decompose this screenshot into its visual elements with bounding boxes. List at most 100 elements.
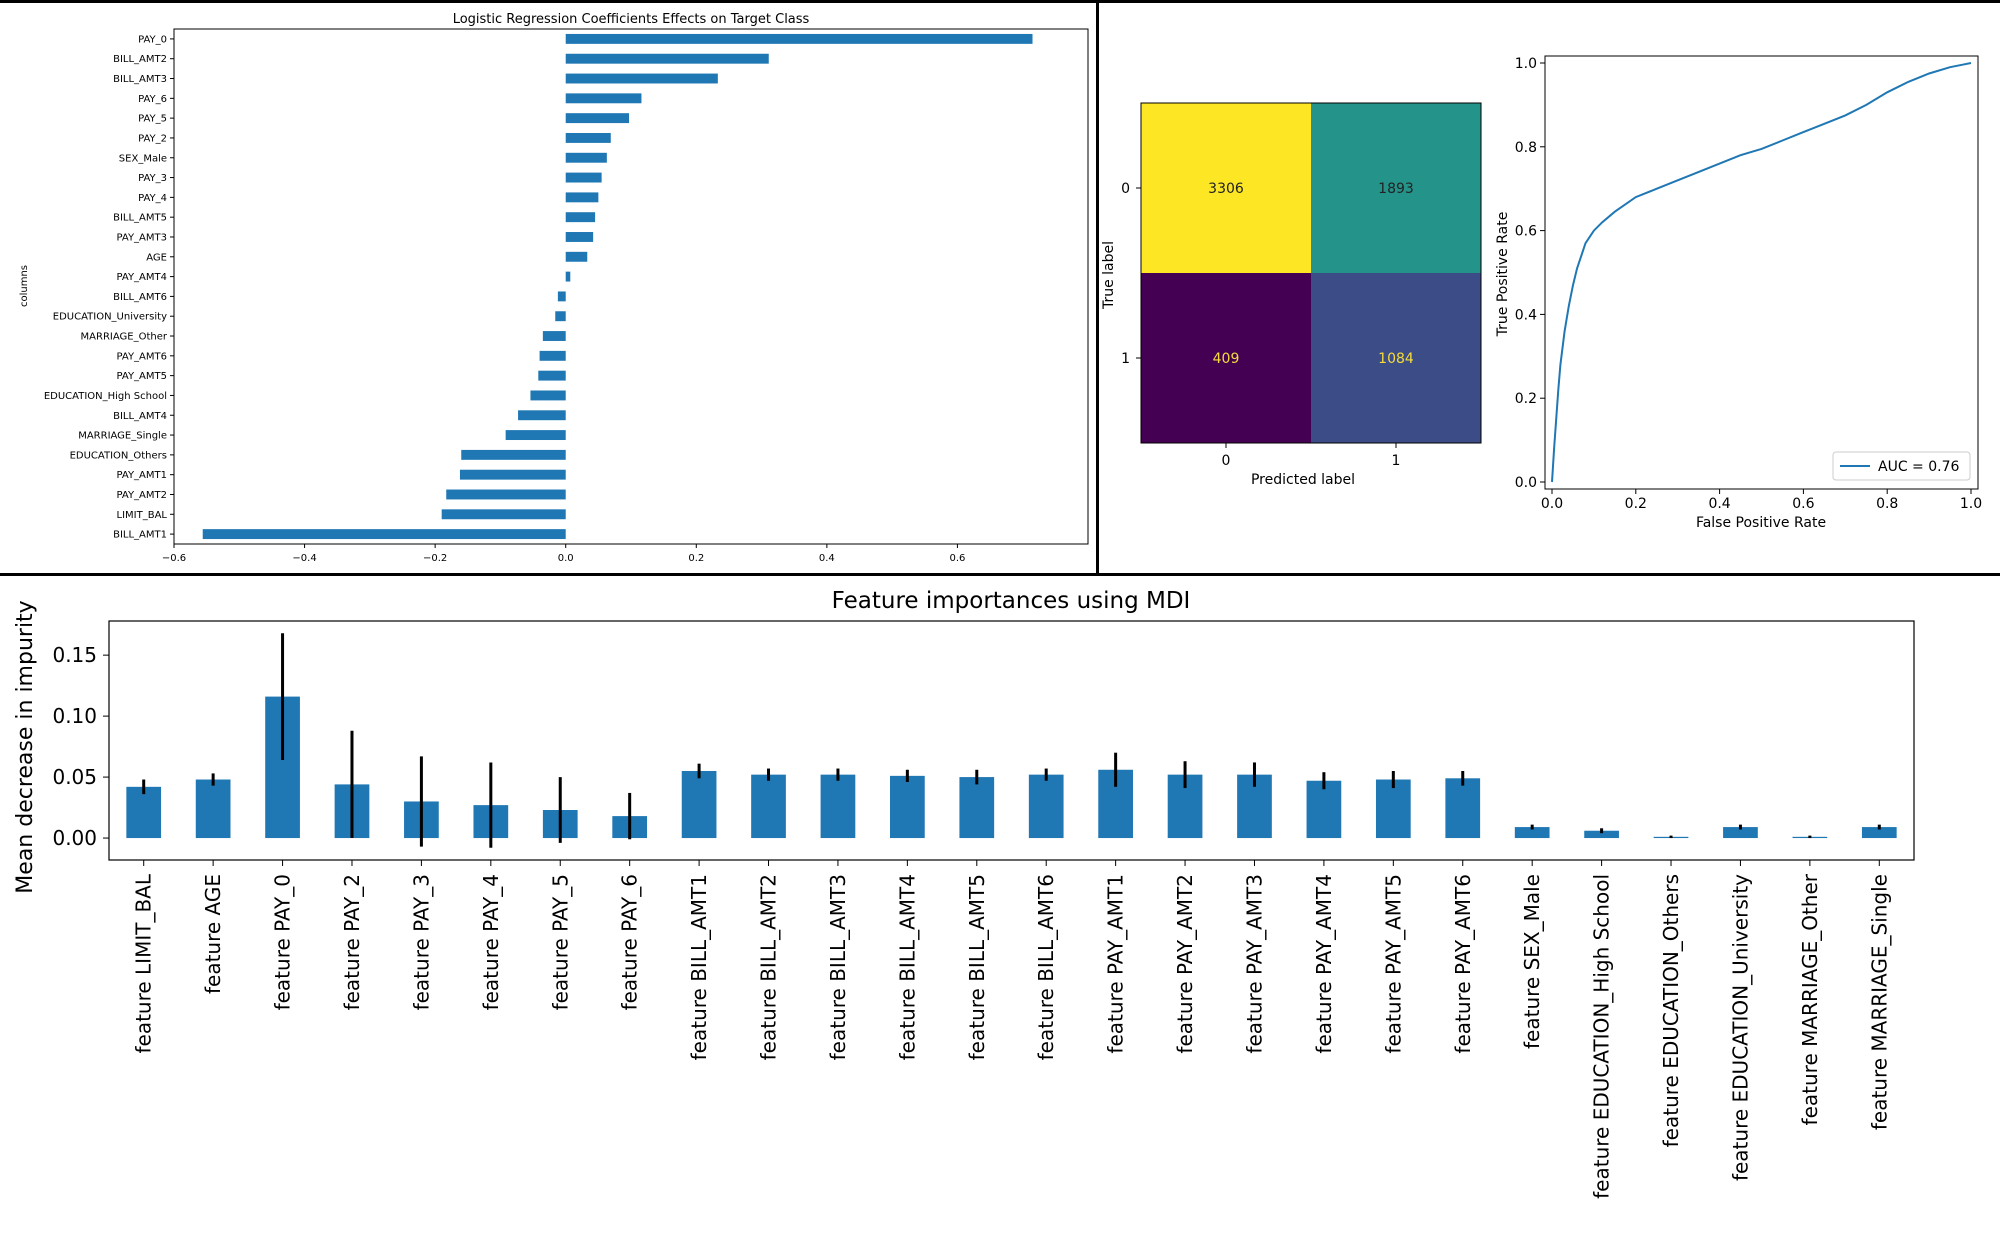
coefficient-bar xyxy=(565,212,596,223)
confusion-matrix-x-tick-label: 1 xyxy=(1392,453,1401,469)
coefficients-chart: Logistic Regression Coefficients Effects… xyxy=(19,12,1089,564)
feature-importance-bar xyxy=(1584,830,1619,839)
vertical-divider xyxy=(1096,0,1099,573)
feature-importance-y-tick-label: 0.15 xyxy=(52,643,97,667)
coefficients-category-label: PAY_5 xyxy=(138,114,167,125)
feature-importance-category-label: feature PAY_AMT4 xyxy=(1312,874,1336,1054)
coefficients-category-label: LIMIT_BAL xyxy=(117,510,168,521)
roc-x-tick-label: 1.0 xyxy=(1960,496,1982,512)
coefficients-category-label: BILL_AMT2 xyxy=(113,54,167,65)
confusion-matrix-cell xyxy=(1311,103,1481,273)
feature-importance-y-tick-label: 0.00 xyxy=(52,826,97,850)
coefficient-bar xyxy=(542,331,566,341)
feature-importance-bar xyxy=(681,770,717,839)
top-border xyxy=(0,0,2000,3)
feature-importance-bar xyxy=(1375,779,1411,839)
confusion-matrix-cell xyxy=(1141,103,1311,273)
coefficient-bar xyxy=(557,291,566,302)
roc-y-tick-label: 0.0 xyxy=(1515,475,1537,491)
coefficients-category-label: EDUCATION_University xyxy=(53,312,167,323)
roc-curve-line xyxy=(1551,62,1972,483)
roc-y-tick-label: 0.8 xyxy=(1515,140,1537,156)
feature-importance-bar xyxy=(1514,827,1550,839)
coefficients-category-label: PAY_AMT3 xyxy=(116,232,167,243)
feature-importance-category-label: feature PAY_AMT1 xyxy=(1104,874,1128,1054)
coefficients-category-label: MARRIAGE_Other xyxy=(81,332,168,343)
coefficients-category-label: SEX_Male xyxy=(119,153,167,164)
coefficient-bar xyxy=(565,113,630,124)
feature-importance-category-label: feature BILL_AMT6 xyxy=(1034,874,1058,1060)
roc-legend-label: AUC = 0.76 xyxy=(1878,459,1959,475)
coefficients-category-label: BILL_AMT4 xyxy=(113,411,167,422)
coefficients-category-label: PAY_AMT2 xyxy=(116,490,167,501)
coefficients-y-axis-label: columns xyxy=(19,265,30,307)
confusion-matrix-y-tick-label: 0 xyxy=(1121,181,1130,197)
feature-importance-category-label: feature PAY_3 xyxy=(409,874,433,1010)
roc-curve-chart: 0.0 0.2 0.4 0.6 0.8 1.0 0.0 0.2 0.4 0.6 0.8 1.0 Fal… xyxy=(1495,55,1982,531)
feature-importance-category-label: feature BILL_AMT3 xyxy=(826,874,850,1060)
coefficients-category-label: BILL_AMT1 xyxy=(113,530,167,541)
confusion-matrix-frame xyxy=(1140,102,1482,444)
feature-importance-category-label: feature PAY_AMT2 xyxy=(1173,874,1197,1054)
coefficient-bar xyxy=(565,172,602,183)
feature-importance-category-label: feature BILL_AMT4 xyxy=(895,874,919,1060)
feature-importance-category-label: feature PAY_5 xyxy=(548,874,572,1010)
coefficients-category-label: PAY_6 xyxy=(138,94,167,105)
coefficient-bar xyxy=(565,73,718,84)
coefficients-plot-frame xyxy=(173,28,1089,545)
feature-importance-category-label: feature MARRIAGE_Other xyxy=(1798,873,1822,1125)
confusion-matrix-y-tick-label: 1 xyxy=(1121,351,1130,367)
roc-x-tick-label: 0.8 xyxy=(1876,496,1898,512)
coefficients-category-label: BILL_AMT5 xyxy=(113,213,167,224)
feature-importance-bar xyxy=(195,779,231,839)
feature-importance-plot-frame xyxy=(108,620,1915,861)
feature-importance-chart: Feature importances using MDI Mean decre… xyxy=(13,588,1915,1199)
coefficients-category-label: EDUCATION_High School xyxy=(44,391,167,402)
coefficients-x-tick-label: −0.2 xyxy=(423,553,447,564)
feature-importance-bar xyxy=(751,774,786,839)
coefficients-x-tick-label: 0.6 xyxy=(949,553,965,564)
feature-importance-bar xyxy=(126,786,162,839)
feature-importance-bar xyxy=(1028,774,1064,839)
feature-importance-y-tick-label: 0.05 xyxy=(52,765,97,789)
coefficient-bar xyxy=(565,53,769,64)
coefficients-category-label: BILL_AMT3 xyxy=(113,74,167,85)
feature-importance-category-label: feature PAY_0 xyxy=(271,874,295,1010)
roc-y-tick-label: 0.6 xyxy=(1515,224,1537,240)
coefficients-category-label: PAY_4 xyxy=(138,193,167,204)
coefficients-category-label: PAY_0 xyxy=(138,34,167,45)
feature-importance-bar xyxy=(1306,780,1342,839)
coefficient-bar xyxy=(505,430,566,441)
coefficient-bar xyxy=(565,232,594,242)
confusion-matrix-cell xyxy=(1141,273,1311,443)
feature-importance-category-label: feature PAY_6 xyxy=(618,874,642,1010)
roc-x-tick-label: 0.4 xyxy=(1708,496,1730,512)
confusion-matrix-cell-value: 1893 xyxy=(1378,181,1414,197)
feature-importance-bar xyxy=(890,775,925,839)
feature-importance-category-label: feature BILL_AMT5 xyxy=(965,874,989,1060)
coefficients-x-tick-label: 0.2 xyxy=(688,553,704,564)
feature-importance-category-label: feature EDUCATION_High School xyxy=(1590,874,1614,1199)
feature-importance-bar xyxy=(1861,827,1897,839)
coefficients-chart-title: Logistic Regression Coefficients Effects… xyxy=(453,12,810,27)
roc-legend-box xyxy=(1832,451,1971,481)
coefficients-category-label: PAY_AMT4 xyxy=(116,272,167,283)
confusion-matrix-x-tick-label: 0 xyxy=(1222,453,1231,469)
coefficients-x-tick-label: 0.0 xyxy=(558,553,574,564)
coefficients-x-tick-label: −0.6 xyxy=(162,553,186,564)
feature-importance-category-label: feature EDUCATION_University xyxy=(1728,874,1752,1181)
feature-importance-category-label: feature AGE xyxy=(201,874,225,994)
coefficients-category-label: PAY_AMT1 xyxy=(116,470,167,481)
coefficient-bar xyxy=(565,33,1033,44)
confusion-matrix-x-axis-label: Predicted label xyxy=(1251,472,1355,488)
roc-x-axis-label: False Positive Rate xyxy=(1696,515,1826,531)
roc-y-axis-label: True Positive Rate xyxy=(1495,212,1511,338)
coefficient-bar xyxy=(530,390,566,401)
feature-importance-category-label: feature PAY_2 xyxy=(340,874,364,1010)
coefficients-x-tick-label: 0.4 xyxy=(819,553,835,564)
feature-importance-y-axis-label: Mean decrease in impurity xyxy=(13,600,38,893)
confusion-matrix-chart: 3306 1893 409 1084 0 1 0 1 Predicted label True… xyxy=(1101,102,1482,488)
coefficients-category-label: MARRIAGE_Single xyxy=(78,431,167,442)
feature-importance-bar xyxy=(1445,778,1481,839)
confusion-matrix-y-axis-label: True label xyxy=(1101,241,1117,310)
